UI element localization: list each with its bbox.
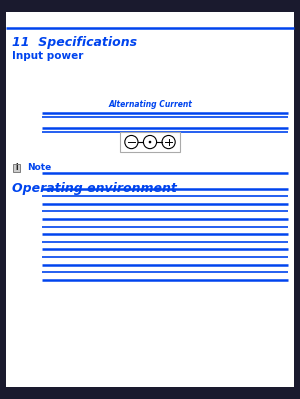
Text: i: i [15, 163, 18, 172]
Text: Alternating Current: Alternating Current [108, 99, 192, 109]
Text: Note: Note [27, 163, 51, 172]
Text: Operating environment: Operating environment [12, 182, 177, 195]
Text: Input power: Input power [12, 51, 83, 61]
FancyBboxPatch shape [6, 12, 294, 387]
Text: 11  Specifications: 11 Specifications [12, 36, 137, 49]
FancyBboxPatch shape [120, 132, 180, 152]
Ellipse shape [149, 141, 151, 143]
FancyBboxPatch shape [13, 164, 20, 172]
